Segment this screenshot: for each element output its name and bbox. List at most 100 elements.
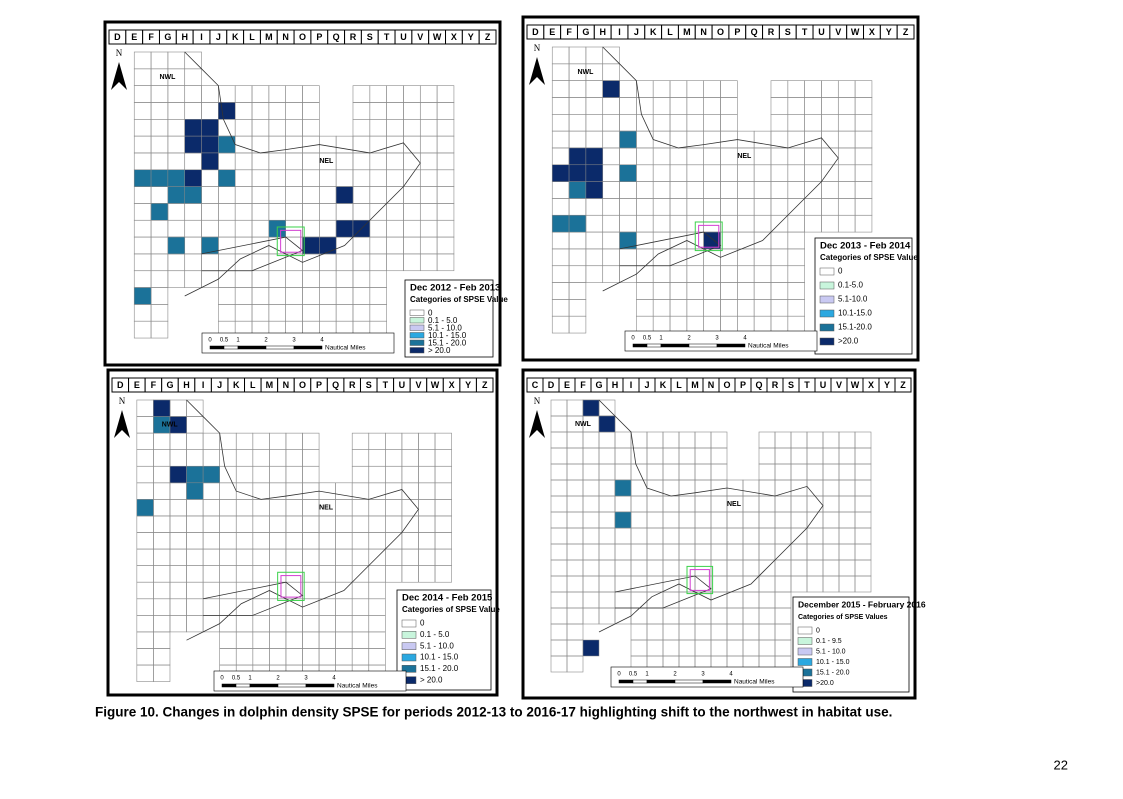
marine-park-outer [276, 226, 305, 257]
column-letter: K [650, 27, 657, 37]
scale-segment [305, 683, 335, 688]
density-cell [169, 416, 187, 434]
density-cell [302, 236, 320, 255]
column-letter: D [117, 380, 124, 390]
legend-swatch [409, 347, 425, 354]
column-letter: E [549, 27, 555, 37]
density-cell [167, 236, 185, 255]
column-letter: T [802, 27, 808, 37]
column-letter: I [618, 27, 621, 37]
column-letter: X [868, 380, 874, 390]
column-letter: M [266, 380, 274, 390]
scale-segment [674, 679, 704, 684]
legend-swatch [401, 653, 417, 662]
legend-label: 15.1 - 20.0 [428, 339, 467, 348]
legend-swatch [819, 323, 835, 332]
density-cell [184, 186, 202, 204]
column-letter: N [282, 32, 289, 42]
legend-subtitle: Categories of SPSE Value [402, 605, 500, 614]
column-letter: D [532, 27, 539, 37]
legend-swatch [797, 626, 813, 635]
marine-park-outer [694, 221, 723, 252]
column-letter: F [566, 27, 572, 37]
legend-label: >20.0 [816, 680, 834, 687]
legend-swatch [409, 332, 425, 339]
island-outline [619, 231, 722, 267]
scale-segment [632, 679, 648, 684]
map-panel: C D E F G H I J K L M N O P Q R S T U V W X Y ZNNWLNELDecember … [521, 368, 926, 700]
column-letter: G [166, 380, 173, 390]
grid-cell [436, 253, 455, 272]
legend-label: 0 [816, 627, 820, 634]
scale-label: 0 [631, 336, 635, 342]
legend-subtitle: Categories of SPSE Values [798, 614, 888, 621]
column-letter: O [299, 32, 306, 42]
scale-segment [646, 679, 676, 684]
north-label: N [534, 396, 541, 406]
marine-park [280, 229, 302, 253]
column-letter: O [717, 27, 724, 37]
legend-label: >20.0 [838, 337, 859, 346]
column-letter: P [740, 380, 746, 390]
legend-swatch [819, 267, 835, 276]
column-letter: M [683, 27, 691, 37]
column-letter: Z [482, 380, 488, 390]
column-letter: N [283, 380, 290, 390]
column-letter: L [249, 32, 255, 42]
density-cell [319, 236, 337, 255]
grid-cell [568, 315, 587, 334]
legend-swatch [401, 619, 417, 628]
legend-label: 15.1-20.0 [838, 323, 872, 332]
column-letter: H [612, 380, 619, 390]
scale-label: 0 [220, 676, 224, 682]
column-letter: S [367, 32, 373, 42]
coastline [598, 399, 824, 633]
scale-segment [702, 679, 732, 684]
legend-swatch [409, 317, 425, 324]
column-cell [478, 29, 497, 45]
column-letter: F [580, 380, 586, 390]
column-cell [896, 24, 915, 40]
column-letter: J [634, 27, 639, 37]
scale-segment [632, 343, 648, 348]
column-letter: K [232, 32, 239, 42]
column-letter: E [131, 32, 137, 42]
column-letter: Q [751, 27, 758, 37]
scale-label: 4 [729, 672, 733, 678]
scale-label: 0.5 [643, 336, 652, 342]
scale-segment [277, 683, 307, 688]
density-cell [202, 466, 220, 484]
legend-label: 5.1 - 10.0 [816, 648, 846, 655]
marine-park [698, 224, 720, 248]
scale-segment [618, 679, 634, 684]
column-letter: P [316, 380, 322, 390]
legend-title: Dec 2012 - Feb 2013 [410, 283, 500, 294]
legend-label: 10.1-15.0 [838, 309, 872, 318]
column-letter: Y [884, 380, 890, 390]
scale-label: 1 [248, 676, 252, 682]
density-cell [568, 181, 587, 199]
column-letter: K [233, 380, 240, 390]
column-letter: I [202, 380, 205, 390]
density-cell [568, 164, 587, 182]
legend-swatch [819, 295, 835, 304]
scale-segment [237, 345, 267, 350]
column-letter: G [582, 27, 589, 37]
density-cell [585, 181, 603, 199]
column-letter: O [299, 380, 306, 390]
density-cell [335, 220, 354, 238]
column-letter: E [564, 380, 570, 390]
legend-swatch [797, 647, 813, 656]
column-letter: L [250, 380, 256, 390]
column-letter: M [691, 380, 699, 390]
column-letter: Y [468, 32, 474, 42]
column-letter: Q [332, 380, 339, 390]
legend-title: Dec 2014 - Feb 2015 [402, 593, 493, 604]
legend-label: 0.1 - 9.5 [816, 638, 842, 645]
legend-box [396, 589, 492, 691]
column-letter: G [595, 380, 602, 390]
legend-label: 15.1 - 20.0 [816, 669, 850, 676]
column-letter: V [835, 27, 841, 37]
column-letter: P [734, 27, 740, 37]
